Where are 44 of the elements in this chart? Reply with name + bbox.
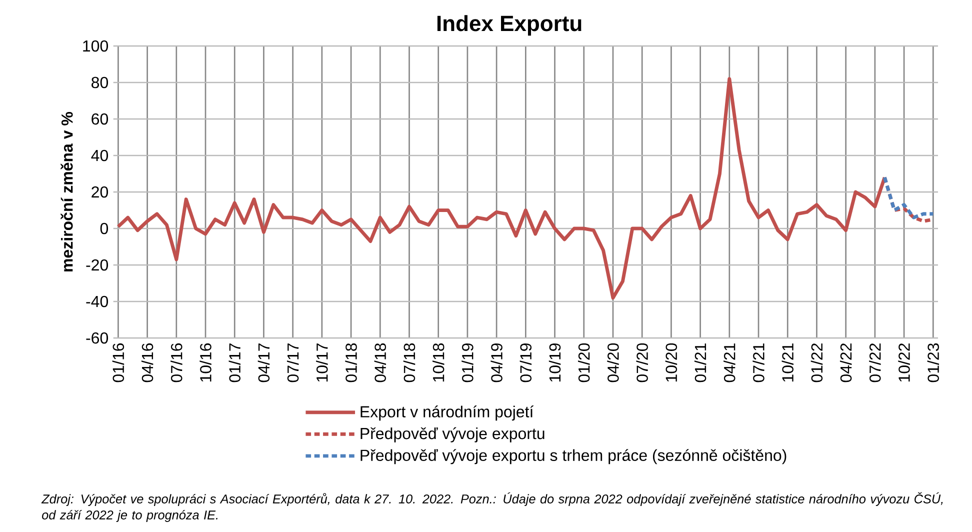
x-tick-label: 04/18 (374, 343, 386, 382)
x-tick-label: 01/23 (927, 343, 940, 382)
x-tick-label: 10/16 (200, 343, 212, 382)
x-tick-label: 10/22 (898, 344, 910, 382)
y-axis-title: meziroční změna v % (60, 112, 73, 272)
y-tick-label: -40 (86, 296, 108, 308)
x-tick-label: 10/19 (548, 343, 561, 382)
x-tick-label: 04/19 (490, 343, 502, 382)
x-tick-label: 07/19 (520, 343, 532, 382)
y-tick-label: 20 (92, 186, 108, 198)
y-tick-label: 0 (100, 222, 108, 234)
legend-label: Export v národním pojetí (360, 406, 534, 421)
x-tick-label: 01/16 (112, 343, 124, 382)
x-tick-label: 04/22 (840, 344, 852, 382)
y-tick-label: 60 (92, 113, 108, 125)
x-tick-label: 04/21 (724, 343, 736, 382)
x-tick-label: 04/17 (258, 344, 270, 382)
y-tick-label: 100 (83, 40, 108, 52)
y-tick-label: -20 (86, 259, 108, 271)
x-tick-label: 07/17 (286, 344, 299, 382)
x-tick-label: 10/18 (432, 343, 444, 382)
x-tick-label: 01/22 (810, 344, 823, 382)
x-tick-label: 01/19 (462, 343, 474, 382)
x-tick-label: 10/20 (665, 343, 678, 382)
x-tick-label: 10/21 (782, 343, 794, 382)
x-tick-label: 10/17 (316, 344, 328, 382)
x-tick-label: 07/22 (869, 344, 881, 382)
x-tick-label: 04/16 (141, 343, 154, 382)
x-tick-label: 01/18 (345, 343, 357, 382)
x-tick-label: 01/17 (228, 344, 240, 382)
x-tick-label: 07/18 (403, 343, 416, 382)
y-tick-label: -60 (86, 332, 108, 344)
text: Zdroj: Výpočet ve spolupráci s Asociací Exportérů, data k 27. 10. 2022. Pozn.: Údaje do srpna 2022 odpovídají zveřejněné statistice národního vývozu ČSÚ, od září 2022 je to prognóza IE. (41, 492, 943, 522)
x-tick-label: 01/20 (578, 343, 590, 382)
x-tick-label: 07/20 (636, 343, 648, 382)
x-tick-label: 01/21 (694, 343, 706, 382)
legend-label: Předpověď vývoje exportu (360, 427, 544, 442)
y-tick-label: 40 (91, 150, 108, 162)
legend-label: Předpověď vývoje exportu s trhem práce (sezónně očištěno) (360, 449, 786, 464)
x-tick-label: 04/20 (607, 343, 619, 382)
y-tick-label: 80 (92, 76, 108, 88)
chart-title: Index Exportu (437, 15, 582, 36)
x-tick-label: 07/21 (752, 343, 764, 382)
x-tick-label: 07/16 (170, 343, 182, 382)
